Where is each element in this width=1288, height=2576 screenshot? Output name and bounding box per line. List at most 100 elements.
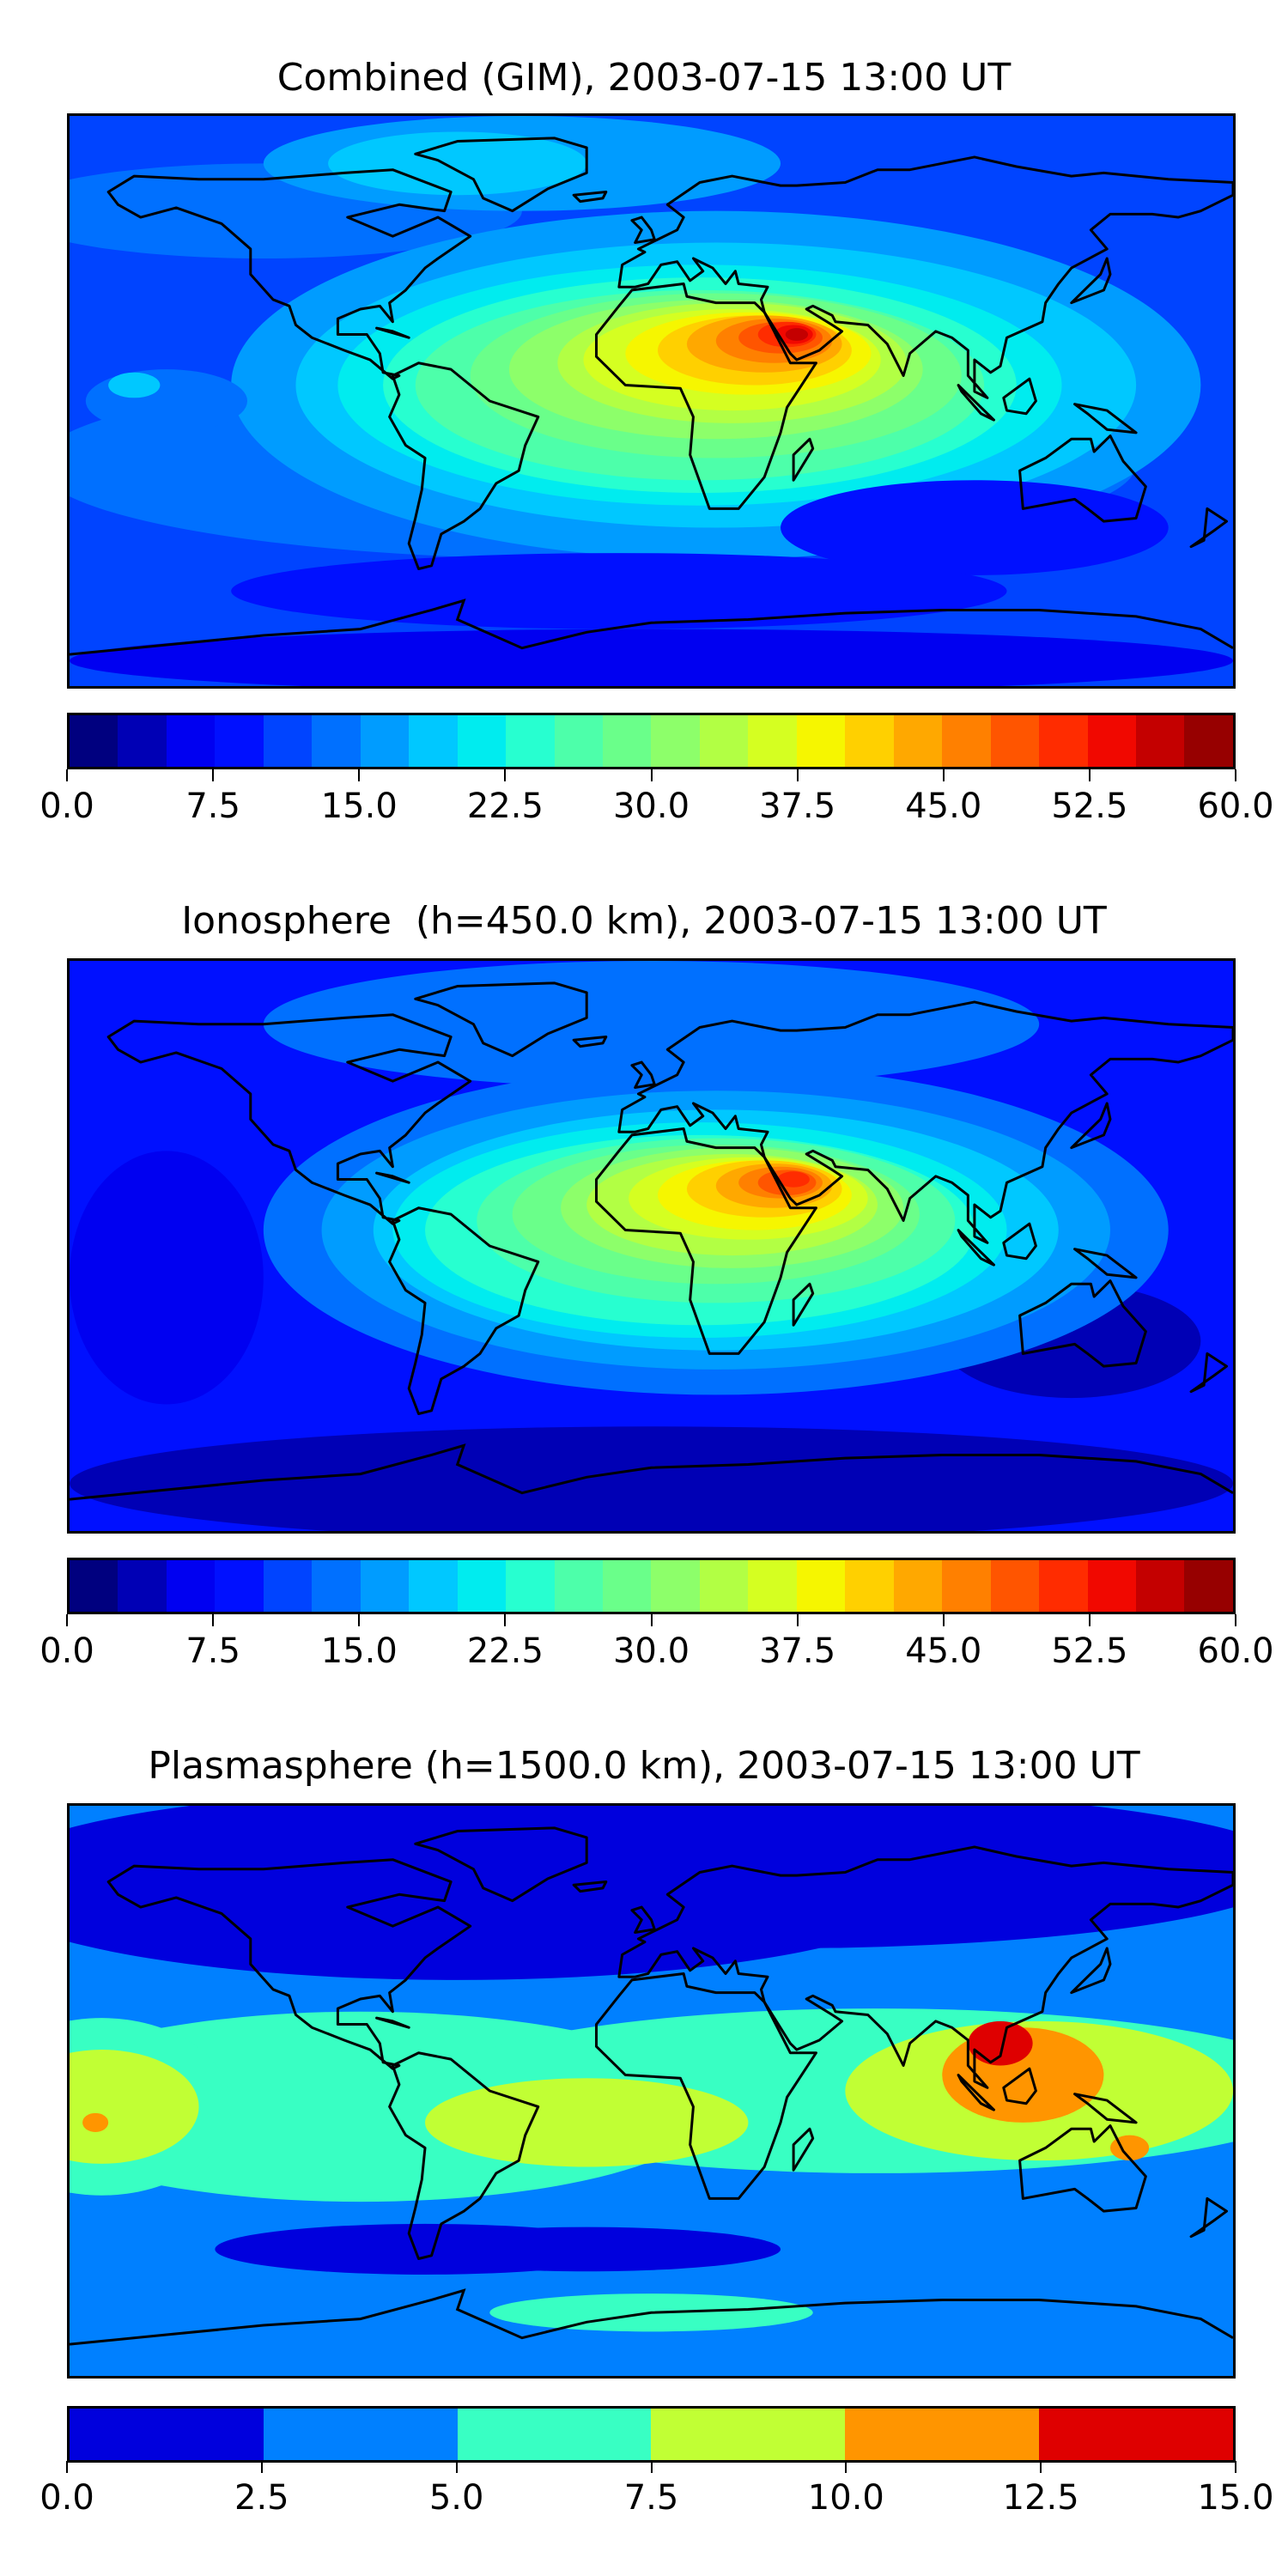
coastline xyxy=(1075,404,1137,433)
colorbar-segment xyxy=(312,715,361,767)
colorbar-tick-label: 30.0 xyxy=(612,787,690,826)
colorbar-segment xyxy=(1135,1560,1185,1612)
contour-level-region xyxy=(968,2020,1033,2066)
colorbar-tick xyxy=(650,769,653,781)
colorbar-segment xyxy=(360,1560,410,1612)
colorbar-segment xyxy=(845,2409,1040,2460)
contour-level-region xyxy=(70,629,1233,686)
coastline xyxy=(416,1828,586,1901)
colorbar-tick-label: 7.5 xyxy=(185,787,240,826)
colorbar-segment xyxy=(70,1560,118,1612)
colorbar-tick xyxy=(504,1614,507,1626)
coastline xyxy=(597,1974,817,2199)
colorbar-segment xyxy=(506,1560,555,1612)
colorbar-tick xyxy=(845,2461,848,2473)
chart-title-plasmasphere: Plasmasphere (h=1500.0 km), 2003-07-15 1… xyxy=(148,1744,1140,1788)
colorbar-tick xyxy=(1040,2461,1042,2473)
map-plasmasphere xyxy=(67,1803,1236,2379)
colorbar-ticks-ionosphere: 0.0 7.5 15.0 22.5 30.0 37.5 45.0 52.5 60.0 xyxy=(39,1614,1274,1683)
coastline xyxy=(1191,2198,1226,2236)
colorbar-segment xyxy=(118,1560,167,1612)
colorbar-tick xyxy=(260,2461,263,2473)
colorbar-segment xyxy=(1087,715,1136,767)
colorbar-segment xyxy=(699,1560,749,1612)
colorbar-segment xyxy=(1184,715,1233,767)
colorbar-segment xyxy=(651,715,700,767)
coastline xyxy=(1075,2094,1137,2123)
map-ionosphere xyxy=(67,958,1236,1534)
chart-title-ionosphere: Ionosphere (h=450.0 km), 2003-07-15 13:0… xyxy=(181,899,1107,943)
coastline xyxy=(1004,1224,1036,1259)
contour-level-region xyxy=(70,1426,1233,1531)
contour-level-region xyxy=(425,2078,749,2167)
coastline xyxy=(597,284,817,509)
contour-level-region xyxy=(82,2112,109,2132)
coastline xyxy=(574,1882,606,1892)
coastline xyxy=(1020,436,1146,522)
colorbar-segment xyxy=(215,1560,264,1612)
colorbar-segment xyxy=(215,715,264,767)
colorbar-segment xyxy=(506,715,555,767)
contour-level-region xyxy=(777,1171,810,1188)
coastline xyxy=(793,1284,813,1325)
coastline xyxy=(619,1002,1233,1242)
colorbar-segment xyxy=(457,2409,652,2460)
contour-level-region xyxy=(785,328,809,341)
colorbar-ticks-plasmasphere: 0.0 2.5 5.0 7.5 10.0 12.5 15.0 xyxy=(39,2461,1274,2530)
coastline xyxy=(377,2018,410,2027)
colorbar-tick xyxy=(504,769,507,781)
colorbar-tick xyxy=(1235,769,1236,781)
coastline xyxy=(958,2075,993,2111)
colorbar-combined xyxy=(67,713,1236,769)
coastline xyxy=(1075,1249,1137,1278)
map-combined xyxy=(67,113,1236,689)
colorbar-tick xyxy=(796,1614,799,1626)
colorbar-tick-label: 60.0 xyxy=(1197,787,1274,826)
contour-level-region xyxy=(70,2050,199,2164)
colorbar-tick xyxy=(66,2461,68,2473)
colorbar-tick xyxy=(1088,769,1091,781)
coastline xyxy=(377,1173,410,1182)
colorbar-tick xyxy=(1235,1614,1236,1626)
contour-level-region xyxy=(70,1151,264,1405)
contour-level-region xyxy=(231,553,1007,629)
coastline xyxy=(108,1015,471,1224)
coastline xyxy=(1004,2069,1036,2104)
coastline xyxy=(1020,2126,1146,2212)
colorbar-tick xyxy=(650,2461,653,2473)
colorbar-segment xyxy=(409,1560,458,1612)
colorbar-segment xyxy=(118,715,167,767)
colorbar-tick-label: 52.5 xyxy=(1051,787,1128,826)
colorbar-tick-label: 22.5 xyxy=(466,787,544,826)
coastline-antarctica xyxy=(70,2290,1233,2344)
contour-level-region xyxy=(108,372,161,398)
colorbar-segment xyxy=(942,1560,991,1612)
coastline xyxy=(793,2129,813,2170)
colorbar-segment xyxy=(1039,2409,1233,2460)
colorbar-tick-label: 15.0 xyxy=(320,1631,398,1671)
colorbar-tick-label: 52.5 xyxy=(1051,1631,1128,1671)
colorbar-tick-label: 60.0 xyxy=(1197,1631,1274,1671)
colorbar-segment xyxy=(651,2409,846,2460)
colorbar-segment xyxy=(748,715,797,767)
colorbar-tick-label: 5.0 xyxy=(428,2478,484,2518)
coastline xyxy=(108,170,471,379)
colorbar-tick xyxy=(212,1614,215,1626)
coastline xyxy=(1191,508,1226,546)
coastline xyxy=(1004,379,1036,414)
coastline-antarctica xyxy=(70,600,1233,654)
colorbar-tick xyxy=(66,769,68,781)
coastline xyxy=(958,386,993,421)
colorbar-segment xyxy=(651,1560,700,1612)
coastline xyxy=(416,138,586,211)
coastline xyxy=(597,1129,817,1354)
colorbar-tick xyxy=(650,1614,653,1626)
colorbar-segment xyxy=(845,1560,894,1612)
coastline xyxy=(574,1037,606,1047)
colorbar-tick-label: 15.0 xyxy=(1197,2478,1274,2518)
coastline xyxy=(619,157,1233,398)
colorbar-segment xyxy=(893,715,943,767)
colorbar-segment xyxy=(312,1560,361,1612)
colorbar-segment xyxy=(457,1560,507,1612)
colorbar-segment xyxy=(1039,1560,1088,1612)
